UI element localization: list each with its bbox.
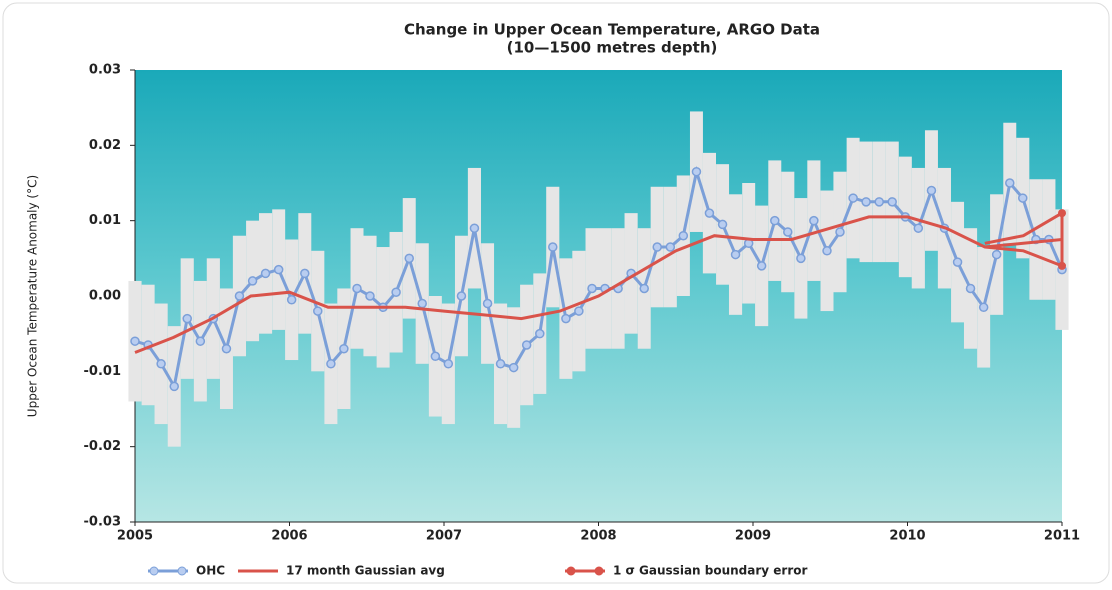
marker	[234, 291, 245, 301]
marker	[339, 343, 349, 354]
marker	[770, 215, 780, 226]
marker	[848, 193, 858, 203]
marker	[952, 257, 963, 267]
marker	[913, 223, 924, 233]
marker	[352, 283, 362, 294]
legend-marker	[566, 566, 576, 576]
marker	[1058, 209, 1066, 218]
x-tick-label: 2006	[271, 529, 307, 544]
x-tick-label: 2007	[426, 529, 462, 544]
marker	[926, 185, 937, 196]
marker	[417, 298, 427, 309]
legend-label: 17 month Gaussian avg	[286, 564, 445, 578]
y-tick-label: -0.02	[84, 439, 121, 454]
y-axis-label: Upper Ocean Temperature Anomaly (°C)	[26, 175, 40, 417]
marker	[835, 227, 845, 237]
marker	[1058, 261, 1066, 270]
y-tick-label: 0.01	[89, 213, 121, 228]
marker	[313, 306, 323, 316]
marker	[861, 197, 871, 207]
marker	[717, 219, 728, 230]
marker	[221, 343, 232, 354]
marker	[874, 197, 884, 207]
y-tick-label: 0.03	[89, 63, 121, 78]
series-line	[984, 211, 1063, 245]
marker	[443, 359, 454, 369]
marker	[887, 197, 897, 207]
marker	[809, 215, 819, 226]
marker	[730, 249, 741, 260]
legend-marker	[594, 566, 604, 576]
marker	[665, 242, 676, 252]
marker	[639, 283, 649, 294]
marker	[130, 336, 140, 346]
chart-subtitle: (10—1500 metres depth)	[507, 39, 718, 57]
marker	[182, 313, 192, 324]
marker	[508, 362, 519, 373]
marker	[678, 230, 689, 241]
series-line	[134, 215, 1063, 354]
chart-title: Change in Upper Ocean Temperature, ARGO …	[404, 21, 820, 39]
marker	[247, 276, 258, 286]
legend-marker	[177, 566, 187, 576]
x-tick-label: 2008	[580, 529, 616, 544]
legend-label: 1 σ Gaussian boundary error	[613, 564, 808, 578]
y-tick-label: -0.01	[84, 364, 121, 379]
marker	[822, 246, 832, 256]
marker	[535, 328, 545, 339]
marker	[1018, 193, 1028, 203]
marker	[482, 298, 493, 309]
marker	[521, 340, 532, 350]
x-tick-label: 2010	[889, 529, 925, 544]
marker	[574, 306, 584, 316]
marker	[456, 291, 467, 301]
marker	[495, 359, 506, 369]
marker	[1005, 178, 1015, 188]
marker	[691, 166, 702, 177]
marker	[273, 264, 284, 275]
series-line-lower	[984, 245, 1063, 268]
marker	[430, 351, 441, 362]
x-tick-label: 2005	[117, 529, 153, 544]
marker	[561, 313, 571, 324]
marker	[704, 208, 715, 218]
y-tick-label: -0.03	[84, 515, 121, 530]
x-tick-label: 2009	[735, 529, 771, 544]
marker	[783, 227, 793, 237]
marker	[169, 381, 179, 392]
marker	[260, 268, 271, 279]
marker	[365, 291, 375, 301]
marker	[796, 253, 806, 264]
marker	[300, 268, 310, 279]
marker	[404, 253, 414, 264]
marker	[965, 283, 976, 294]
marker	[286, 295, 297, 305]
marker	[469, 223, 480, 233]
marker	[652, 242, 662, 252]
x-tick-label: 2011	[1044, 529, 1080, 544]
legend-marker	[149, 566, 159, 576]
y-tick-label: 0.02	[89, 138, 121, 153]
marker	[548, 242, 558, 252]
y-tick-label: 0.00	[89, 289, 121, 304]
marker	[587, 283, 597, 294]
marker	[156, 359, 166, 369]
marker	[991, 249, 1002, 260]
marker	[391, 287, 401, 297]
legend-label: OHC	[196, 564, 225, 578]
marker	[756, 261, 767, 271]
marker	[326, 359, 336, 369]
marker	[195, 336, 206, 346]
marker	[978, 302, 989, 313]
